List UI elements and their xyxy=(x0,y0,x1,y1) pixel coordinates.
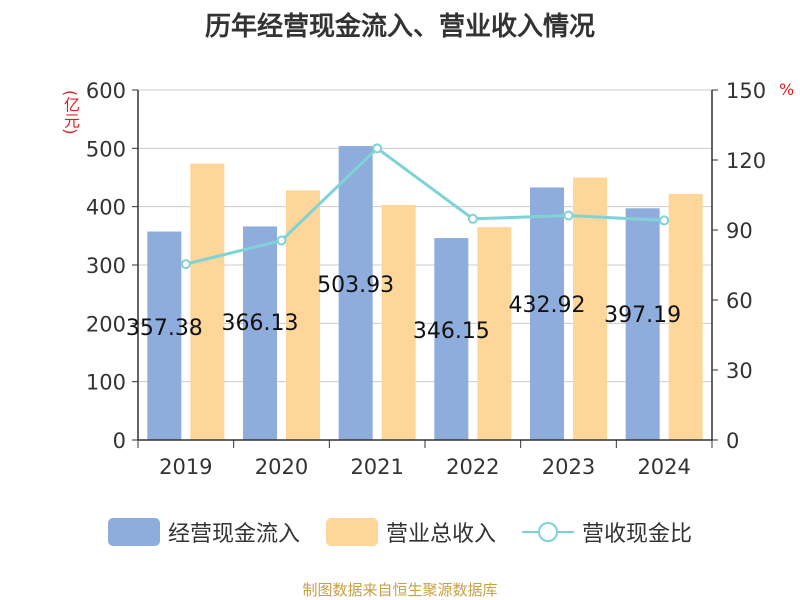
bar-revenue xyxy=(573,177,607,440)
line-cash-ratio xyxy=(185,146,665,266)
right-axis-tick-label: 150 xyxy=(726,79,766,103)
chart-title: 历年经营现金流入、营业收入情况 xyxy=(204,12,595,42)
right-axis-tick-label: 0 xyxy=(726,429,739,453)
x-axis-tick-label: 2022 xyxy=(446,455,499,479)
legend-item-cash-ratio[interactable]: 营收现金比 xyxy=(522,516,692,548)
left-axis-tick-label: 0 xyxy=(113,429,126,453)
legend-swatch-cash-inflow xyxy=(107,518,160,546)
data-label-cash-inflow: 397.19 xyxy=(604,303,681,328)
x-axis-tick-label: 2020 xyxy=(255,455,308,479)
bar-revenue xyxy=(190,163,225,440)
right-axis-tick-label: 120 xyxy=(726,149,766,173)
source-note: 制图数据来自恒生聚源数据库 xyxy=(302,581,498,599)
data-label-cash-inflow: 357.38 xyxy=(126,316,203,341)
legend-item-revenue[interactable]: 营业总收入 xyxy=(325,516,496,548)
data-label-cash-inflow: 432.92 xyxy=(509,293,586,318)
left-axis-tick-label: 200 xyxy=(86,312,126,336)
x-axis-tick-label: 2024 xyxy=(637,455,690,479)
left-axis-tick-label: 500 xyxy=(86,137,126,161)
bar-revenue xyxy=(381,204,416,440)
point-cash-ratio xyxy=(372,143,383,154)
legend-swatch-revenue xyxy=(325,518,378,546)
right-axis-tick-label: 60 xyxy=(726,289,753,313)
x-axis-tick-label: 2023 xyxy=(542,455,595,479)
right-axis-unit: % xyxy=(779,80,795,99)
data-label-cash-inflow: 503.93 xyxy=(317,273,394,298)
bar-cash-inflow xyxy=(338,146,373,440)
bar-cash-inflow xyxy=(243,226,277,440)
bar-revenue xyxy=(477,227,512,440)
point-cash-ratio xyxy=(467,213,478,224)
data-label-cash-inflow: 346.15 xyxy=(413,319,490,344)
legend-item-cash-inflow[interactable]: 经营现金流入 xyxy=(107,516,300,548)
legend-swatch-cash-ratio xyxy=(522,522,574,542)
left-axis-unit: (亿元) xyxy=(61,90,80,135)
legend: 经营现金流入 营业总收入 营收现金比 xyxy=(0,516,800,548)
left-axis-tick-label: 100 xyxy=(86,371,126,395)
bar-cash-inflow xyxy=(147,231,182,440)
legend-label-cash-ratio: 营收现金比 xyxy=(582,522,693,547)
bar-cash-inflow xyxy=(530,187,564,440)
x-axis-tick-label: 2019 xyxy=(159,455,212,479)
legend-label-cash-inflow: 经营现金流入 xyxy=(167,522,300,547)
left-axis-tick-label: 600 xyxy=(86,79,126,103)
point-cash-ratio xyxy=(276,235,287,246)
point-cash-ratio xyxy=(180,259,191,270)
bar-revenue xyxy=(668,193,703,440)
bar-cash-inflow xyxy=(434,238,469,440)
x-axis-tick-label: 2021 xyxy=(350,455,403,479)
right-axis-tick-label: 90 xyxy=(726,219,753,243)
right-axis-tick-label: 30 xyxy=(726,359,753,383)
data-label-cash-inflow: 366.13 xyxy=(222,311,299,336)
left-axis-tick-label: 400 xyxy=(86,196,126,220)
point-cash-ratio xyxy=(659,215,670,226)
point-cash-ratio xyxy=(563,210,574,221)
bar-cash-inflow xyxy=(625,208,660,440)
legend-label-revenue: 营业总收入 xyxy=(385,522,496,547)
left-axis-tick-label: 300 xyxy=(86,254,126,278)
